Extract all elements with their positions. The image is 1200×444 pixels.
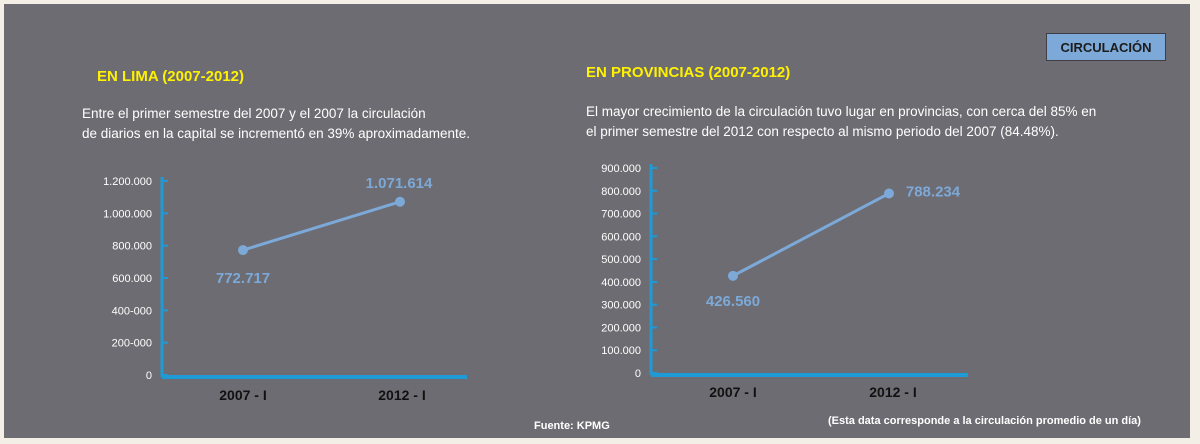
lima-y-tick-label: 0 [146,370,152,382]
lima-x-category-label: 2007 - I [219,387,266,403]
provincias-data-label: 788.234 [906,183,961,200]
provincias-y-tick-label: 100.000 [601,345,641,357]
provincias-x-category-label: 2007 - I [709,384,756,400]
lima-y-tick-label: 200-000 [112,338,152,350]
lima-y-tick-label: 800.000 [112,241,152,253]
lima-data-label: 1.071.614 [366,175,433,192]
provincias-title: EN PROVINCIAS (2007-2012) [586,64,791,81]
lima-y-tick-label: 1.200.000 [103,176,152,188]
lima-series-line [242,200,401,252]
lima-y-tick-label: 600.000 [112,273,152,285]
lima-title: EN LIMA (2007-2012) [97,68,244,85]
provincias-data-point [728,270,738,281]
provincias-data-label: 426.560 [706,293,760,310]
circulacion-badge: CIRCULACIÓN [1046,33,1166,61]
provincias-x-category-label: 2012 - I [869,384,916,400]
lima-description-line-2: de diarios en la capital se incrementó e… [82,126,470,141]
provincias-description: El mayor crecimiento de la circulación t… [586,102,1096,142]
provincias-y-tick-label: 0 [635,368,641,380]
lima-data-label: 772.717 [216,270,270,287]
provincias-y-tick-label: 700.000 [601,209,641,221]
provincias-y-tick-label: 600.000 [601,231,641,243]
lima-description-line-1: Entre el primer semestre del 2007 y el 2… [82,106,426,121]
lima-description: Entre el primer semestre del 2007 y el 2… [82,104,470,144]
provincias-description-line-2: el primer semestre del 2012 con respecto… [586,124,1059,139]
provincias-description-line-1: El mayor crecimiento de la circulación t… [586,104,1097,119]
infographic-panel [4,4,1190,438]
lima-data-point [238,245,248,256]
lima-x-category-label: 2012 - I [378,387,425,403]
provincias-y-tick-label: 500.000 [601,254,641,266]
lima-y-tick-label: 1.000.000 [103,208,152,220]
provincias-data-point [884,188,894,199]
source-note: Fuente: KPMG [534,420,610,432]
lima-data-point [395,196,405,207]
provincias-y-tick-label: 200.000 [601,322,641,334]
provincias-y-tick-label: 300.000 [601,300,641,312]
lima-y-tick-label: 400-000 [112,305,152,317]
provincias-y-tick-label: 800.000 [601,186,641,198]
provincias-y-tick-label: 900.000 [601,163,641,175]
data-note: (Esta data corresponde a la circulación … [828,415,1141,427]
provincias-y-tick-label: 400.000 [601,277,641,289]
provincias-series-line [732,192,890,278]
